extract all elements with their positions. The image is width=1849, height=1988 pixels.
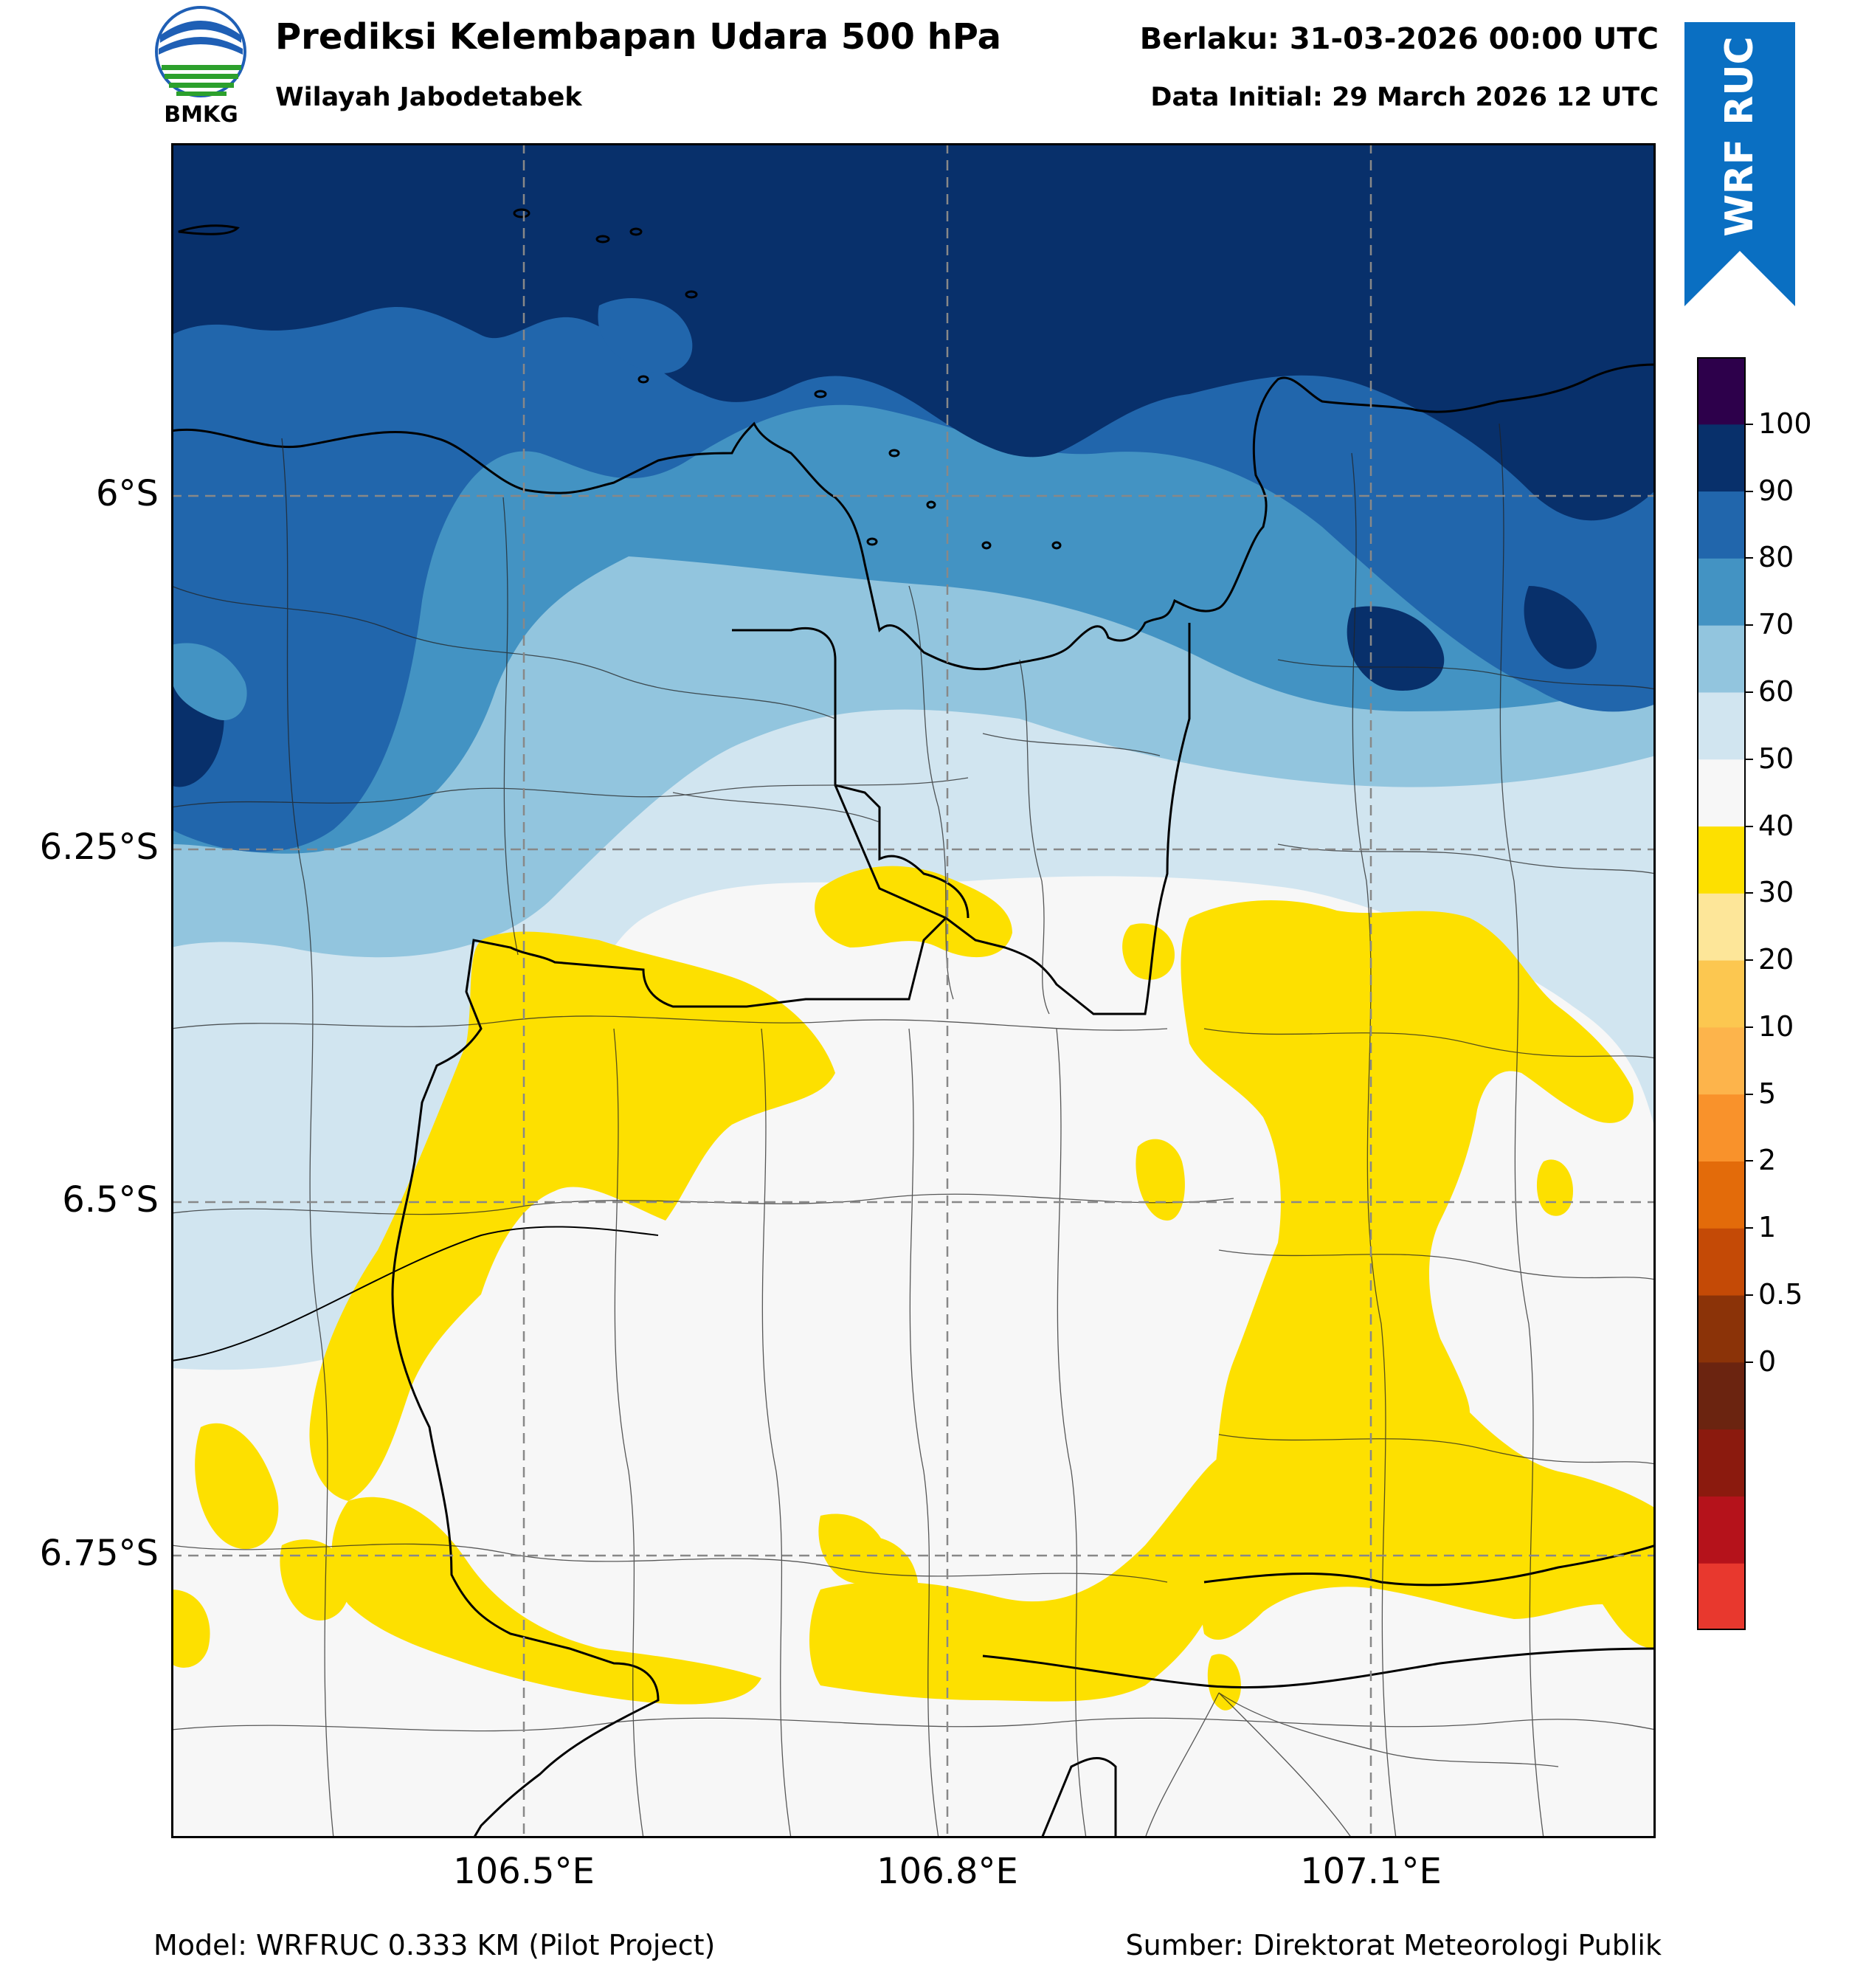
- colorbar-tick-label: 40: [1758, 809, 1794, 842]
- field-30-40-center: [809, 1454, 1242, 1702]
- district-boundaries: [171, 423, 1656, 1838]
- colorbar-tick-label: 100: [1758, 407, 1812, 440]
- colorbar-tick-mark: [1746, 490, 1753, 492]
- colorbar-segment: [1697, 1026, 1746, 1095]
- humidity-map: [171, 143, 1656, 1838]
- initial-time: Data Initial: 29 March 2026 12 UTC: [1150, 83, 1659, 112]
- colorbar-segment: [1697, 1295, 1746, 1363]
- map-title: Prediksi Kelembapan Udara 500 hPa: [275, 16, 1002, 58]
- colorbar-tick-mark: [1746, 1361, 1753, 1363]
- colorbar-tick-label: 10: [1758, 1009, 1794, 1043]
- colorbar-tick-mark: [1746, 1227, 1753, 1229]
- colorbar-segment: [1697, 357, 1746, 425]
- colorbar-segment: [1697, 1161, 1746, 1229]
- wrf-ruc-ribbon-text: WRF RUC: [1718, 36, 1762, 237]
- field-30-40-southwest: [195, 1423, 279, 1550]
- colorbar-tick-label: 5: [1758, 1077, 1777, 1110]
- colorbar-tick-mark: [1746, 423, 1753, 425]
- colorbar-tick-label: 0.5: [1758, 1278, 1803, 1311]
- model-info: Model: WRFRUC 0.333 KM (Pilot Project): [153, 1929, 716, 1961]
- colorbar-segment: [1697, 1429, 1746, 1497]
- colorbar-tick-label: 90: [1758, 474, 1794, 507]
- map-gridlines: [171, 143, 1656, 1838]
- colorbar-tick-mark: [1746, 758, 1753, 760]
- colorbar-tick-mark: [1746, 1026, 1753, 1028]
- colorbar-segment: [1697, 691, 1746, 760]
- data-source: Sumber: Direktorat Meteorologi Publik: [1125, 1929, 1662, 1961]
- lat-label-6-75s: 6.75°S: [39, 1533, 159, 1574]
- colorbar-tick-mark: [1746, 624, 1753, 627]
- lon-label-106-8e: 106.8°E: [877, 1851, 1018, 1892]
- colorbar-tick-mark: [1746, 1160, 1753, 1162]
- colorbar-segment: [1697, 491, 1746, 559]
- colorbar-segment: [1697, 1228, 1746, 1296]
- colorbar-tick-mark: [1746, 825, 1753, 827]
- lon-label-107-1e: 107.1°E: [1300, 1851, 1442, 1892]
- colorbar-segment: [1697, 625, 1746, 693]
- wrf-ruc-ribbon: WRF RUC: [1684, 22, 1795, 306]
- colorbar-tick-mark: [1746, 892, 1753, 894]
- colorbar-tick-label: 80: [1758, 541, 1794, 574]
- colorbar-segment: [1697, 893, 1746, 961]
- province-boundary: [391, 623, 1191, 1838]
- field-30-40-west: [309, 931, 835, 1501]
- colorbar-tick-mark: [1746, 557, 1753, 559]
- bmkg-logo: BMKG: [151, 6, 251, 130]
- colorbar-segment: [1697, 826, 1746, 894]
- lat-label-6-5s: 6.5°S: [62, 1179, 159, 1221]
- field-30-40-east: [1181, 900, 1656, 1649]
- colorbar-segment: [1697, 759, 1746, 827]
- colorbar-segment: [1697, 1361, 1746, 1430]
- field-30-40-small-center: [815, 866, 1012, 958]
- bmkg-logo-text: BMKG: [164, 102, 238, 128]
- colorbar-tick-label: 30: [1758, 876, 1794, 909]
- humidity-colorbar: [1697, 357, 1746, 1631]
- colorbar-tick-mark: [1746, 959, 1753, 962]
- colorbar-tick-mark: [1746, 1294, 1753, 1297]
- colorbar-tick-label: 1: [1758, 1211, 1777, 1244]
- lat-label-6s: 6°S: [95, 473, 159, 514]
- valid-time: Berlaku: 31-03-2026 00:00 UTC: [1139, 22, 1659, 56]
- lat-label-6-25s: 6.25°S: [39, 826, 159, 868]
- colorbar-segment: [1697, 1496, 1746, 1564]
- colorbar-segment: [1697, 1094, 1746, 1162]
- colorbar-tick-label: 60: [1758, 674, 1794, 708]
- colorbar-segment: [1697, 558, 1746, 626]
- map-subtitle: Wilayah Jabodetabek: [275, 83, 582, 112]
- colorbar-tick-label: 50: [1758, 742, 1794, 775]
- field-90-100: [171, 143, 1656, 521]
- colorbar-tick-mark: [1746, 691, 1753, 693]
- field-30-40-west-lower: [331, 1497, 761, 1705]
- colorbar-tick-label: 0: [1758, 1345, 1777, 1378]
- colorbar-segment: [1697, 1563, 1746, 1631]
- colorbar-segment: [1697, 424, 1746, 492]
- lon-label-106-5e: 106.5°E: [453, 1851, 595, 1892]
- colorbar-tick-label: 2: [1758, 1144, 1777, 1177]
- coastline: [171, 363, 1656, 671]
- colorbar-segment: [1697, 960, 1746, 1028]
- colorbar-tick-label: 20: [1758, 943, 1794, 976]
- colorbar-tick-mark: [1746, 1093, 1753, 1095]
- colorbar-tick-label: 70: [1758, 608, 1794, 641]
